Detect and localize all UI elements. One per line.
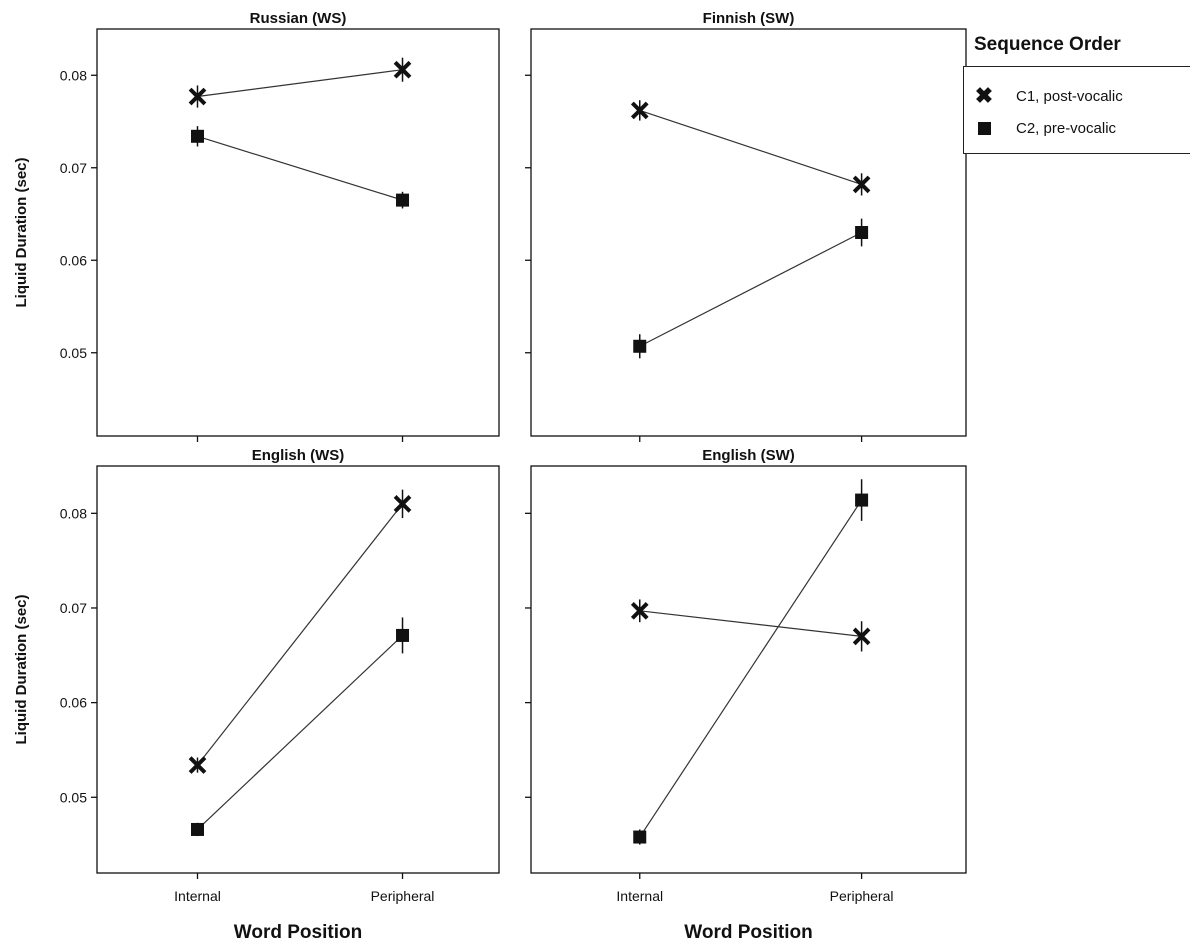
data-point-x [188,87,207,106]
x-axis-title: Word Position [234,922,362,943]
y-tick-label: 0.06 [60,252,87,268]
x-tick-label: Internal [174,888,221,904]
y-axis-title: Liquid Duration (sec) [13,594,30,744]
y-tick-label: 0.08 [60,505,87,521]
legend-item-c2: C2, pre-vocalic [964,115,1116,141]
series-line-c2 [639,231,862,347]
y-axis-title: Liquid Duration (sec) [13,157,30,307]
panel-title: Finnish (SW) [703,10,795,27]
panel-3: English (WS) 0.05 0.06 0.07 0.08 Internal Peri… [13,447,500,943]
panel-frame [96,28,500,437]
x-axis-title: Word Position [684,922,812,943]
data-point-square [633,830,647,844]
data-point-x [188,756,207,774]
y-tick-label: 0.06 [60,695,87,711]
data-point-x [852,175,871,194]
series-line-c2 [639,499,863,838]
y-tick-label: 0.05 [60,345,87,361]
data-point-x [393,495,412,513]
x-tick-label: Internal [616,888,663,904]
x-tick-label: Peripheral [371,888,435,904]
panel-title: Russian (WS) [250,10,347,27]
data-point-x [393,60,412,79]
data-point-square [191,129,204,143]
data-point-x [630,601,649,620]
data-point-square [855,493,869,507]
panel-title: English (WS) [252,447,345,464]
panel-2: Finnish (SW) [525,10,967,442]
panel-frame [96,465,500,874]
legend-item-c1: ✖ C1, post-vocalic [964,83,1123,109]
y-tick-label: 0.08 [60,67,87,83]
x-marker-icon: ✖ [974,83,994,108]
panel-frame [530,28,967,437]
data-point-x [852,627,871,646]
legend: ✖ C1, post-vocalic C2, pre-vocalic [963,66,1190,154]
series-line-c1 [197,503,403,766]
y-tick-label: 0.05 [60,789,87,805]
legend-label-c2: C2, pre-vocalic [1016,119,1117,137]
data-point-square [633,339,647,353]
y-tick-label: 0.07 [60,600,87,616]
x-tick-label: Peripheral [830,888,894,904]
series-line-c2 [197,135,403,201]
legend-title: Sequence Order [974,34,1121,55]
data-point-square [396,628,410,642]
legend-label-c1: C1, post-vocalic [1016,87,1123,105]
data-point-square [191,822,204,836]
series-line-c1 [197,69,403,98]
series-line-c1 [639,610,862,637]
series-line-c2 [197,634,403,830]
square-marker-icon [977,121,991,135]
series-line-c1 [639,109,862,185]
data-point-square [396,193,410,207]
data-point-square [855,226,869,239]
panel-title: English (SW) [702,447,795,464]
y-tick-label: 0.07 [60,160,87,176]
panel-4: English (SW) Internal Peripheral Word Posit… [525,447,967,943]
panel-1: Russian (WS) 0.05 0.06 0.07 0.08 Liquid Durat… [13,10,500,442]
data-point-x [630,101,649,120]
panel-frame [530,465,967,874]
